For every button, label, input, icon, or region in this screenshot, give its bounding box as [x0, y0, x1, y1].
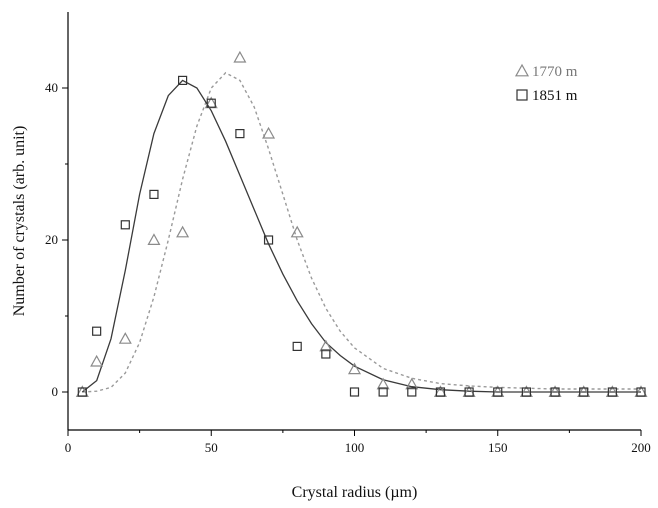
square-marker: [493, 387, 503, 397]
square-marker: [407, 387, 417, 397]
square-marker: [235, 129, 245, 139]
fit-curves: [81, 71, 641, 393]
square-marker: [321, 349, 331, 359]
triangle-marker: [319, 339, 333, 352]
x-tick-label: 150: [488, 440, 508, 455]
square-marker: [92, 326, 102, 336]
triangle-marker: [118, 332, 132, 344]
square-marker: [120, 220, 130, 230]
square-marker: [292, 341, 302, 351]
data-markers: [75, 50, 648, 397]
triangle-marker: [147, 233, 161, 245]
legend-label: 1770 m: [532, 64, 578, 80]
square-marker: [579, 387, 589, 397]
triangle-marker: [405, 377, 419, 390]
square-marker: [636, 387, 646, 397]
square-marker: [77, 387, 87, 397]
fit-curve-series-2: [81, 79, 641, 393]
legend-label: 1851 m: [532, 88, 578, 104]
square-marker: [521, 387, 532, 397]
triangle-marker: [376, 377, 390, 390]
triangle-marker: [90, 354, 104, 367]
triangle-marker: [262, 126, 276, 139]
x-tick-label: 50: [205, 440, 218, 455]
y-axis-title: Number of crystals (arb. unit): [11, 126, 28, 317]
axes: 0 50 100 150 200 0 20 40: [45, 12, 651, 455]
square-marker: [607, 387, 617, 397]
square-marker: [435, 387, 446, 397]
legend-triangle-icon: [514, 63, 530, 77]
legend-square-icon: [516, 89, 528, 101]
square-marker: [464, 387, 474, 397]
y-tick-label: 40: [45, 80, 58, 95]
triangle-marker: [233, 50, 247, 63]
y-tick-label: 20: [45, 232, 58, 247]
x-tick-label: 100: [345, 440, 365, 455]
triangle-marker: [290, 225, 304, 238]
square-marker: [378, 387, 388, 397]
x-tick-label: 0: [65, 440, 72, 455]
legend: 1770 m 1851 m: [514, 63, 578, 104]
square-marker: [263, 235, 274, 245]
x-axis-title: Crystal radius (µm): [292, 484, 418, 501]
square-marker: [149, 189, 159, 199]
fit-curve-series-1: [82, 71, 641, 393]
square-marker: [349, 387, 360, 397]
square-marker: [206, 98, 216, 108]
triangle-marker: [176, 225, 190, 238]
triangle-marker: [347, 362, 362, 375]
square-marker: [178, 75, 188, 86]
y-tick-label: 0: [52, 384, 59, 399]
square-marker: [550, 387, 560, 397]
x-tick-label: 200: [631, 440, 651, 455]
